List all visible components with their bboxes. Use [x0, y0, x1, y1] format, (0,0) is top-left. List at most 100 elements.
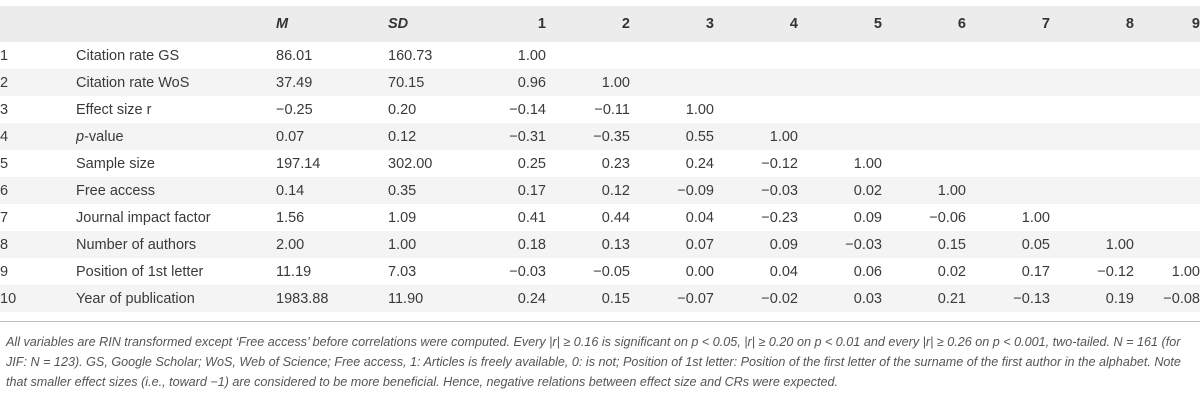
- cell-correlation-9: 1.00: [1171, 263, 1200, 280]
- table-row: 3 Effect size r −0.25 0.20 −0.14 −0.11 1.00: [0, 96, 1200, 123]
- cell-correlation-9: [1134, 96, 1200, 123]
- row-index: 5: [0, 155, 9, 172]
- cell-sd: 0.12: [388, 128, 417, 145]
- cell-correlation-1: 0.96: [517, 74, 546, 91]
- table-row: 4 p-value 0.07 0.12 −0.31 −0.35 0.55 1.00: [0, 123, 1200, 150]
- cell-correlation-4: −0.02: [761, 290, 798, 307]
- cell-correlation-5: 1.00: [853, 155, 882, 172]
- cell-correlation-7: [966, 96, 1050, 123]
- cell-correlation-1: −0.31: [509, 128, 546, 145]
- cell-sd: 1.00: [388, 236, 417, 253]
- cell-correlation-3: 0.00: [685, 263, 714, 280]
- table-row: 10 Year of publication 1983.88 11.90 0.24 0.1…: [0, 285, 1200, 312]
- cell-correlation-1: 0.17: [517, 182, 546, 199]
- cell-correlation-6: [882, 96, 966, 123]
- header-col-1: 1: [537, 16, 546, 32]
- header-col-3: 3: [705, 16, 714, 32]
- cell-correlation-6: [882, 42, 966, 69]
- cell-correlation-9: [1134, 177, 1200, 204]
- cell-mean: 2.00: [276, 236, 305, 253]
- cell-correlation-3: −0.09: [677, 182, 714, 199]
- cell-correlation-3: −0.07: [677, 290, 714, 307]
- cell-correlation-9: [1134, 231, 1200, 258]
- cell-mean: 0.14: [276, 182, 305, 199]
- cell-correlation-6: −0.06: [929, 209, 966, 226]
- table-bottom-rule: [0, 321, 1200, 322]
- table-row: 6 Free access 0.14 0.35 0.17 0.12 −0.09 −0.03 0.…: [0, 177, 1200, 204]
- row-index: 8: [0, 236, 9, 253]
- cell-sd: 7.03: [388, 263, 417, 280]
- cell-correlation-1: 1.00: [517, 47, 546, 64]
- cell-correlation-3: [630, 69, 714, 96]
- cell-correlation-8: [1050, 150, 1134, 177]
- cell-correlation-1: 0.24: [517, 290, 546, 307]
- cell-correlation-4: −0.03: [761, 182, 798, 199]
- table-row: 1 Citation rate GS 86.01 160.73 1.00: [0, 42, 1200, 69]
- cell-correlation-5: [798, 69, 882, 96]
- cell-correlation-3: 0.04: [685, 209, 714, 226]
- cell-correlation-2: 0.13: [601, 236, 630, 253]
- table-body: 1 Citation rate GS 86.01 160.73 1.00 2 Citatio…: [0, 42, 1200, 312]
- table-header-row: M SD 1 2 3 4 5 6 7 8 9: [0, 6, 1200, 42]
- row-index: 9: [0, 263, 9, 280]
- variable-name-italic: p: [76, 128, 85, 145]
- header-col-2: 2: [621, 16, 630, 32]
- header-col-8: 8: [1125, 16, 1134, 32]
- cell-sd: 160.73: [388, 47, 433, 64]
- cell-correlation-6: 0.02: [937, 263, 966, 280]
- variable-name-text: Year of publication: [76, 290, 195, 307]
- cell-correlation-4: 0.09: [769, 236, 798, 253]
- row-index: 6: [0, 182, 9, 199]
- row-index: 3: [0, 101, 9, 118]
- header-col-9: 9: [1191, 16, 1200, 32]
- cell-correlation-2: 0.15: [601, 290, 630, 307]
- cell-mean: 1983.88: [276, 290, 329, 307]
- cell-correlation-8: [1050, 96, 1134, 123]
- row-variable-name: p-value: [76, 123, 276, 150]
- row-variable-name: Sample size: [76, 150, 276, 177]
- cell-correlation-2: −0.35: [593, 128, 630, 145]
- row-index: 2: [0, 74, 9, 91]
- cell-correlation-4: 0.04: [769, 263, 798, 280]
- cell-correlation-6: [882, 69, 966, 96]
- cell-correlation-1: −0.14: [509, 101, 546, 118]
- cell-correlation-8: 0.19: [1105, 290, 1134, 307]
- cell-sd: 1.09: [388, 209, 417, 226]
- cell-correlation-1: 0.41: [517, 209, 546, 226]
- cell-correlation-8: 1.00: [1105, 236, 1134, 253]
- cell-correlation-2: 0.12: [601, 182, 630, 199]
- cell-correlation-9: [1134, 150, 1200, 177]
- cell-mean: 11.19: [276, 263, 312, 280]
- cell-correlation-7: [966, 177, 1050, 204]
- cell-correlation-6: [882, 123, 966, 150]
- row-variable-name: Position of 1st letter: [76, 258, 276, 285]
- cell-correlation-4: [714, 42, 798, 69]
- cell-correlation-7: [966, 150, 1050, 177]
- cell-mean: 0.07: [276, 128, 305, 145]
- cell-correlation-3: 1.00: [685, 101, 714, 118]
- cell-correlation-4: [714, 96, 798, 123]
- cell-correlation-5: 0.02: [853, 182, 882, 199]
- cell-correlation-2: 0.44: [601, 209, 630, 226]
- variable-name-text: Number of authors: [76, 236, 197, 253]
- variable-name-text: Journal impact factor: [76, 209, 211, 226]
- table-footnote: All variables are RIN transformed except…: [6, 335, 1181, 389]
- header-col-4: 4: [789, 16, 798, 32]
- header-mean: M: [276, 16, 289, 32]
- cell-correlation-2: −0.11: [594, 101, 630, 118]
- row-variable-name: Journal impact factor: [76, 204, 276, 231]
- cell-correlation-9: [1134, 42, 1200, 69]
- correlation-table: M SD 1 2 3 4 5 6 7 8 9 1 Citation rate GS…: [0, 6, 1200, 312]
- cell-sd: 302.00: [388, 155, 433, 172]
- table-row: 9 Position of 1st letter 11.19 7.03 −0.03 −0.…: [0, 258, 1200, 285]
- cell-correlation-6: 0.21: [937, 290, 966, 307]
- cell-mean: −0.25: [276, 101, 313, 118]
- cell-correlation-3: 0.24: [685, 155, 714, 172]
- cell-correlation-4: 1.00: [769, 128, 798, 145]
- cell-correlation-5: −0.03: [845, 236, 882, 253]
- cell-correlation-7: 0.17: [1021, 263, 1050, 280]
- table-row: 7 Journal impact factor 1.56 1.09 0.41 0.44 0.…: [0, 204, 1200, 231]
- table-top-rule: [0, 6, 1200, 7]
- cell-correlation-1: 0.18: [517, 236, 546, 253]
